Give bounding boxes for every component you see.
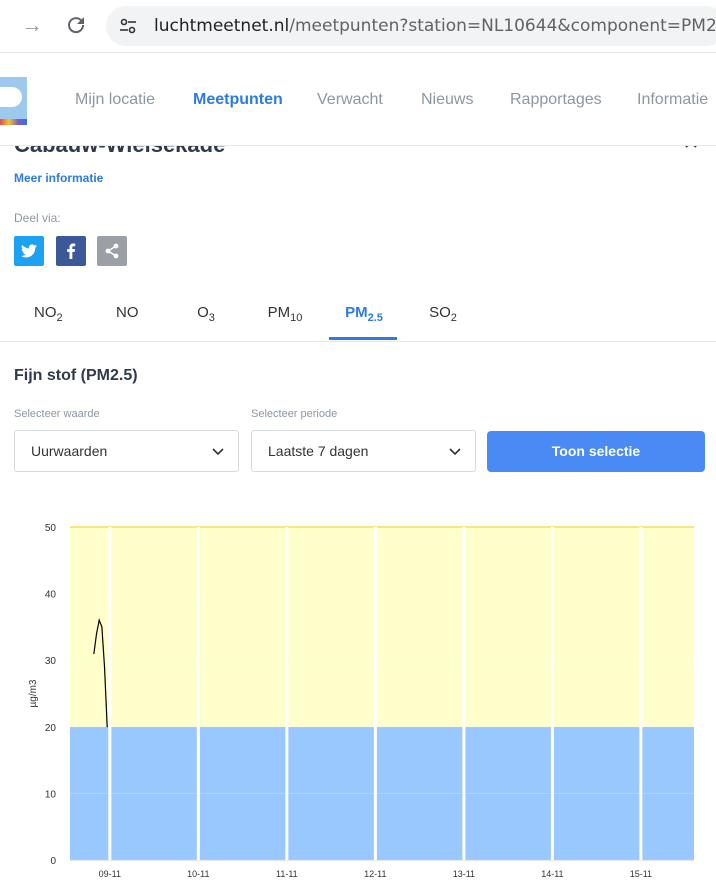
y-axis-label: µg/m3 (28, 679, 39, 707)
tab-label: SO (429, 304, 451, 321)
x-tick-label: 15-11 (630, 869, 652, 879)
series-line (93, 618, 108, 727)
site-navigation: Mijn locatie Meetpunten Verwacht Nieuws … (0, 53, 716, 146)
tab-label: O (197, 304, 209, 321)
tab-no2[interactable]: NO2 (34, 304, 63, 324)
site-logo[interactable] (0, 77, 27, 125)
nav-item-meetpunten[interactable]: Meetpunten (193, 91, 283, 108)
site-settings-icon[interactable] (118, 16, 138, 36)
period-select-label: Selecteer periode (251, 408, 338, 420)
address-bar[interactable]: luchtmeetnet.nl/meetpunten?station=NL106… (106, 6, 716, 46)
show-selection-button[interactable]: Toon selectie (487, 431, 705, 472)
tab-label: PM (345, 304, 368, 321)
station-title-clip: Cabauw-Wielsekade (14, 146, 314, 156)
back-arrow-icon[interactable]: → (21, 12, 43, 37)
period-select-value: Laatste 7 dagen (268, 443, 369, 459)
chevron-down-icon (212, 448, 224, 456)
tab-pm10[interactable]: PM10 (266, 304, 304, 324)
x-tick-label: 14-11 (541, 869, 563, 879)
chart-band-1 (70, 527, 694, 727)
url-path: /meetpunten?station=NL10644&component=PM… (289, 16, 716, 36)
chart-band-0 (70, 726, 694, 860)
series-point (103, 666, 106, 668)
twitter-share-button[interactable] (14, 236, 44, 266)
tab-subscript: 2.5 (367, 312, 383, 324)
nav-item-informatie[interactable]: Informatie (637, 91, 709, 108)
tab-no[interactable]: NO (116, 304, 139, 324)
url-text: luchtmeetnet.nl/meetpunten?station=NL106… (154, 16, 716, 36)
x-tick-label: 11-11 (276, 869, 298, 879)
x-tick-label: 13-11 (453, 869, 475, 879)
tab-subscript: 10 (290, 312, 303, 324)
facebook-share-button[interactable] (56, 236, 86, 266)
pm25-chart: 0 10 20 30 40 50 09-11 10-11 11-11 12-11 13-11 14-1… (28, 523, 694, 879)
browser-toolbar: → luchtmeetnet.nl/meetpunten?station=NL1… (0, 0, 716, 53)
nav-item-nieuws[interactable]: Nieuws (421, 91, 474, 108)
tab-label: NO (34, 304, 57, 321)
series-point (106, 726, 108, 728)
nav-item-mijn-locatie[interactable]: Mijn locatie (75, 91, 156, 108)
tab-label: NO (116, 304, 139, 321)
facebook-icon (67, 243, 76, 259)
series-point (93, 652, 95, 655)
nav-item-verwacht[interactable]: Verwacht (317, 91, 383, 108)
more-info-link[interactable]: Meer informatie (14, 171, 104, 185)
tab-so2[interactable]: SO2 (428, 304, 458, 324)
tab-subscript: 3 (208, 312, 215, 324)
chevron-down-icon (449, 448, 461, 456)
chevron-up-icon[interactable] (684, 146, 698, 152)
url-host: luchtmeetnet.nl (154, 16, 290, 36)
tab-o3[interactable]: O3 (196, 304, 216, 324)
share-icon (105, 243, 119, 259)
station-title: Cabauw-Wielsekade (14, 146, 225, 156)
y-tick-label: 30 (45, 656, 57, 667)
y-tick-label: 50 (45, 523, 57, 534)
generic-share-button[interactable] (97, 236, 127, 266)
tab-subscript: 2 (450, 312, 457, 324)
share-label: Deel via: (14, 211, 61, 225)
section-title: Fijn stof (PM2.5) (14, 367, 138, 384)
series-point (98, 619, 100, 621)
tab-pm25[interactable]: PM2.5 (342, 304, 386, 324)
y-tick-label: 10 (45, 789, 57, 800)
y-tick-label: 20 (45, 723, 57, 734)
active-tab-indicator (329, 337, 397, 340)
reload-icon[interactable] (64, 13, 88, 37)
tab-subscript: 2 (56, 312, 63, 324)
twitter-icon (21, 244, 37, 258)
value-select-label: Selecteer waarde (14, 408, 100, 420)
nav-item-rapportages[interactable]: Rapportages (510, 91, 602, 108)
period-select[interactable]: Laatste 7 dagen (251, 430, 476, 472)
component-tabs: NO2 NO O3 PM10 PM2.5 SO2 (0, 286, 716, 342)
series-point (95, 632, 98, 635)
series-point (101, 626, 103, 628)
x-tick-label: 10-11 (187, 869, 209, 879)
y-tick-label: 0 (50, 856, 56, 867)
value-select[interactable]: Uurwaarden (14, 430, 239, 472)
x-tick-label: 12-11 (364, 869, 386, 879)
value-select-value: Uurwaarden (31, 443, 108, 459)
tab-label: PM (267, 304, 291, 321)
x-tick-label: 09-11 (99, 869, 121, 879)
y-tick-label: 40 (45, 590, 57, 601)
